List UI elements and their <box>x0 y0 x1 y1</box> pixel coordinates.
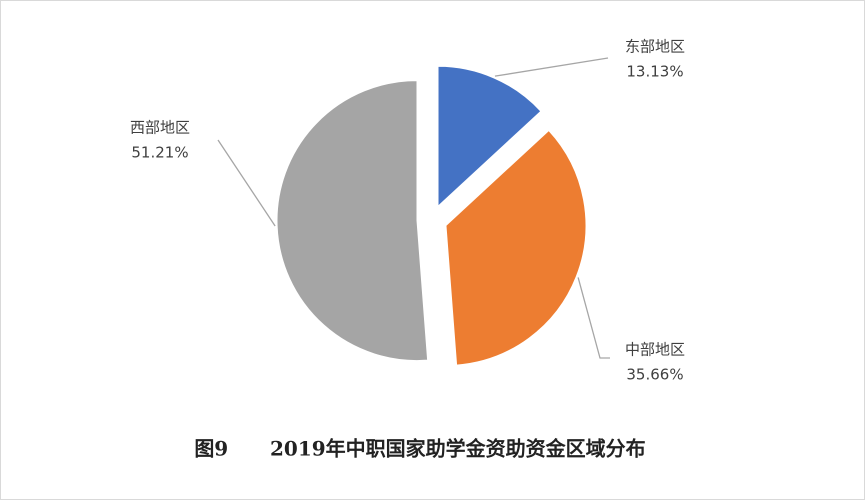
leader-line <box>494 57 609 77</box>
slice-value-label: 13.13% <box>626 63 683 81</box>
pie-slice <box>437 65 542 208</box>
pie-slice <box>276 80 429 362</box>
leader-line <box>577 277 610 359</box>
slice-label: 西部地区 <box>130 119 190 137</box>
leader-line <box>217 139 276 227</box>
chart-title: 图9 2019年中职国家助学金资助资金区域分布 <box>194 437 645 461</box>
slice-value-label: 35.66% <box>626 366 683 384</box>
slice-value-label: 51.21% <box>131 144 188 162</box>
slice-label: 东部地区 <box>625 38 685 56</box>
pie-slice <box>445 129 587 366</box>
slice-label: 中部地区 <box>625 341 685 359</box>
